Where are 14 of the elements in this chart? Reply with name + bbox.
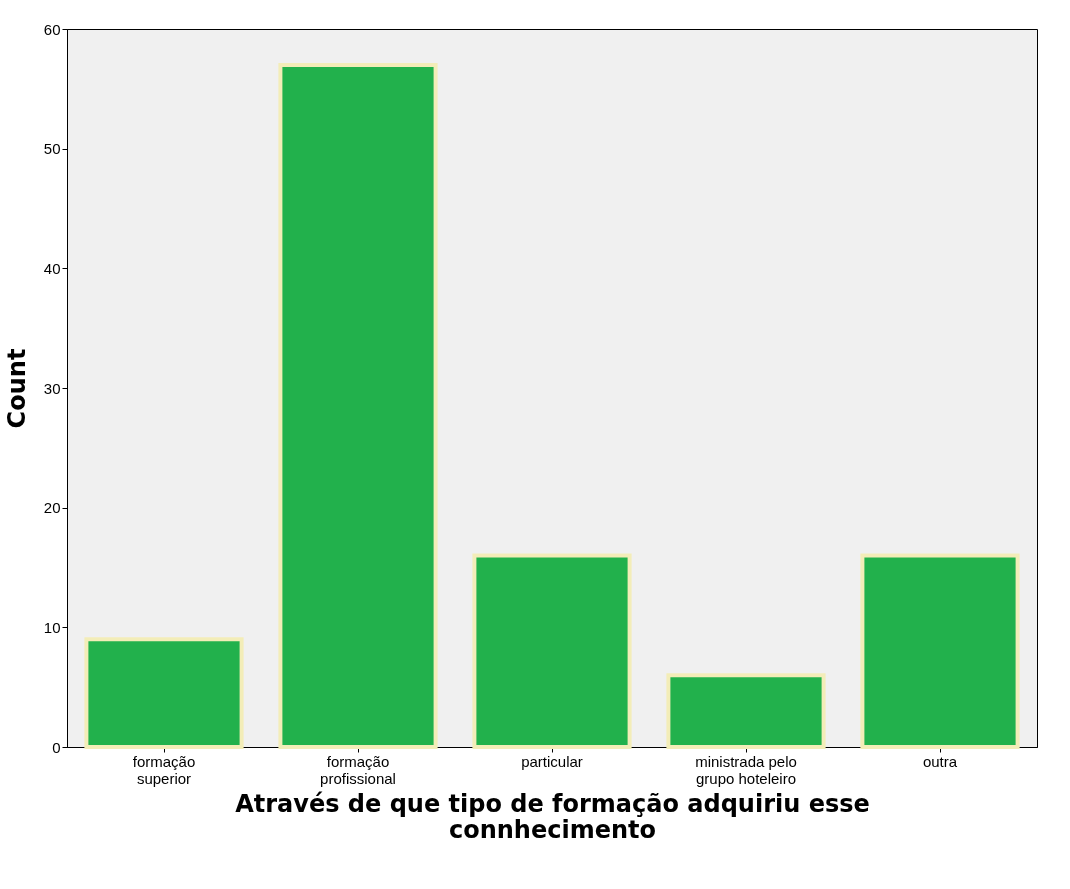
y-tick-label: 0 <box>52 738 61 756</box>
x-tick-label: formação superior <box>132 752 196 787</box>
x-tick-label: ministrada pelo grupo hoteleiro <box>695 752 797 787</box>
y-tick-label: 30 <box>43 379 61 397</box>
x-tick-label: outra <box>922 752 958 770</box>
x-tick-label: particular <box>521 752 583 770</box>
x-tick-label: formação profissional <box>320 752 396 787</box>
y-tick-label: 60 <box>43 20 61 38</box>
y-axis-title: Count <box>2 348 31 429</box>
x-axis-title: Através de que tipo de formação adquiriu esse connhecimento <box>235 789 870 844</box>
y-tick-label: 50 <box>43 140 61 158</box>
y-tick-label: 40 <box>43 259 61 277</box>
y-tick-label: 20 <box>43 499 61 517</box>
y-tick-label: 10 <box>43 618 61 636</box>
